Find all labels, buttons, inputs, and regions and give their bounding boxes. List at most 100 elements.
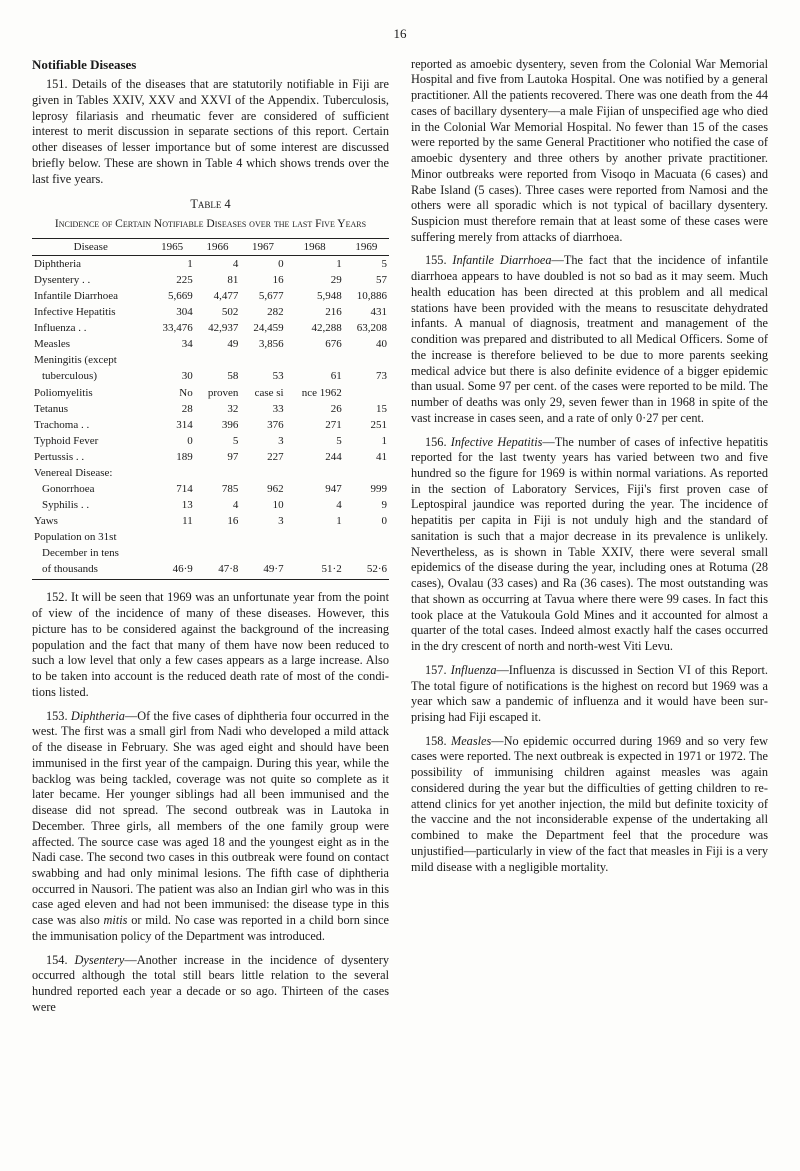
table-row: Gonorrhoea714785962947999 bbox=[32, 481, 389, 497]
cell-value: 73 bbox=[344, 368, 389, 384]
para-157: 157. Influenza—Influenza is discussed in… bbox=[411, 663, 768, 726]
cell-value: 304 bbox=[150, 304, 195, 320]
table4-caption: Table 4 bbox=[32, 197, 389, 213]
cell-value: 49 bbox=[195, 336, 241, 352]
cell-disease: Tetanus bbox=[32, 401, 150, 417]
cell-value: 1 bbox=[286, 513, 344, 529]
cell-value: 3 bbox=[240, 433, 285, 449]
cell-value: 40 bbox=[344, 336, 389, 352]
cell-value: 34 bbox=[150, 336, 195, 352]
cell-value bbox=[150, 545, 195, 561]
cell-value: 57 bbox=[344, 272, 389, 288]
cell-value bbox=[286, 465, 344, 481]
p155-rest: —The fact that the incidence of infantil… bbox=[411, 253, 768, 424]
cell-value: 42,288 bbox=[286, 320, 344, 336]
two-column-layout: Notifiable Diseases 151. Details of the … bbox=[32, 57, 768, 1024]
cell-value: 13 bbox=[150, 497, 195, 513]
cell-value: 63,208 bbox=[344, 320, 389, 336]
cell-value: 714 bbox=[150, 481, 195, 497]
cell-value: 29 bbox=[286, 272, 344, 288]
cell-value: 227 bbox=[240, 449, 285, 465]
p156-rest: —The number of cases of infective hepati… bbox=[411, 435, 768, 654]
cell-value: 33,476 bbox=[150, 320, 195, 336]
cell-value: 4,477 bbox=[195, 288, 241, 304]
cell-value: 33 bbox=[240, 401, 285, 417]
cell-value: 282 bbox=[240, 304, 285, 320]
cell-value: 16 bbox=[240, 272, 285, 288]
cell-value: 0 bbox=[240, 255, 285, 272]
cell-value: 24,459 bbox=[240, 320, 285, 336]
cell-value: 5,669 bbox=[150, 288, 195, 304]
p153-rest: —Of the five cases of diphtheria four oc… bbox=[32, 709, 389, 928]
left-column: Notifiable Diseases 151. Details of the … bbox=[32, 57, 389, 1024]
table-row: Meningitis (except bbox=[32, 352, 389, 368]
cell-value: nce 1962 bbox=[286, 385, 344, 401]
cell-disease: Typhoid Fever bbox=[32, 433, 150, 449]
p154-italic: Dysentery bbox=[75, 953, 125, 967]
para-154-cont: reported as amoebic dysentery, seven fro… bbox=[411, 57, 768, 246]
cell-value bbox=[344, 352, 389, 368]
cell-disease: Gonorrhoea bbox=[32, 481, 150, 497]
cell-value bbox=[286, 529, 344, 545]
cell-value: proven bbox=[195, 385, 241, 401]
cell-value: 28 bbox=[150, 401, 195, 417]
table-row: Dysentery . .22581162957 bbox=[32, 272, 389, 288]
cell-value: 5,677 bbox=[240, 288, 285, 304]
cell-disease: of thousands bbox=[32, 561, 150, 580]
cell-value: 58 bbox=[195, 368, 241, 384]
table-row: Syphilis . .1341049 bbox=[32, 497, 389, 513]
p155-lead: 155. bbox=[425, 253, 452, 267]
cell-value: 962 bbox=[240, 481, 285, 497]
cell-value bbox=[240, 529, 285, 545]
cell-disease: Measles bbox=[32, 336, 150, 352]
cell-value bbox=[150, 529, 195, 545]
cell-value: case si bbox=[240, 385, 285, 401]
cell-value: 271 bbox=[286, 417, 344, 433]
cell-value: 4 bbox=[286, 497, 344, 513]
cell-value: 5,948 bbox=[286, 288, 344, 304]
p156-lead: 156. bbox=[425, 435, 451, 449]
cell-value: 314 bbox=[150, 417, 195, 433]
cell-value bbox=[344, 529, 389, 545]
para-155: 155. Infantile Diarrhoea—The fact that t… bbox=[411, 253, 768, 426]
cell-value: 785 bbox=[195, 481, 241, 497]
p153-lead: 153. bbox=[46, 709, 71, 723]
para-152: 152. It will be seen that 1969 was an un… bbox=[32, 590, 389, 700]
table-row: Trachoma . .314396376271251 bbox=[32, 417, 389, 433]
para-158: 158. Measles—No epidemic occurred during… bbox=[411, 734, 768, 876]
cell-value: 0 bbox=[150, 433, 195, 449]
cell-value: 26 bbox=[286, 401, 344, 417]
cell-value: 16 bbox=[195, 513, 241, 529]
table-row: Yaws1116310 bbox=[32, 513, 389, 529]
para-154: 154. Dysentery—Another increase in the i… bbox=[32, 953, 389, 1016]
cell-value: 189 bbox=[150, 449, 195, 465]
cell-value: 32 bbox=[195, 401, 241, 417]
cell-value: 3 bbox=[240, 513, 285, 529]
cell-disease: Venereal Disease: bbox=[32, 465, 150, 481]
cell-value: 5 bbox=[286, 433, 344, 449]
cell-value bbox=[344, 385, 389, 401]
cell-disease: Pertussis . . bbox=[32, 449, 150, 465]
p158-rest: —No epidemic occurred during 1969 and so… bbox=[411, 734, 768, 874]
cell-value bbox=[286, 352, 344, 368]
cell-disease: Population on 31st bbox=[32, 529, 150, 545]
cell-value: 4 bbox=[195, 497, 241, 513]
p157-italic: Influenza bbox=[451, 663, 497, 677]
cell-value: 999 bbox=[344, 481, 389, 497]
p153-italic2: mitis bbox=[104, 913, 128, 927]
cell-value: 47·8 bbox=[195, 561, 241, 580]
table-row: of thousands46·947·849·751·252·6 bbox=[32, 561, 389, 580]
cell-value bbox=[195, 352, 241, 368]
table-row: Tetanus2832332615 bbox=[32, 401, 389, 417]
cell-value: 97 bbox=[195, 449, 241, 465]
cell-value: 51·2 bbox=[286, 561, 344, 580]
right-column: reported as amoebic dysentery, seven fro… bbox=[411, 57, 768, 1024]
cell-disease: Dysentery . . bbox=[32, 272, 150, 288]
table-row: Diphtheria14015 bbox=[32, 255, 389, 272]
table-row: December in tens bbox=[32, 545, 389, 561]
cell-value: 46·9 bbox=[150, 561, 195, 580]
cell-value: 0 bbox=[344, 513, 389, 529]
cell-value: 53 bbox=[240, 368, 285, 384]
cell-value bbox=[150, 465, 195, 481]
cell-value: 9 bbox=[344, 497, 389, 513]
